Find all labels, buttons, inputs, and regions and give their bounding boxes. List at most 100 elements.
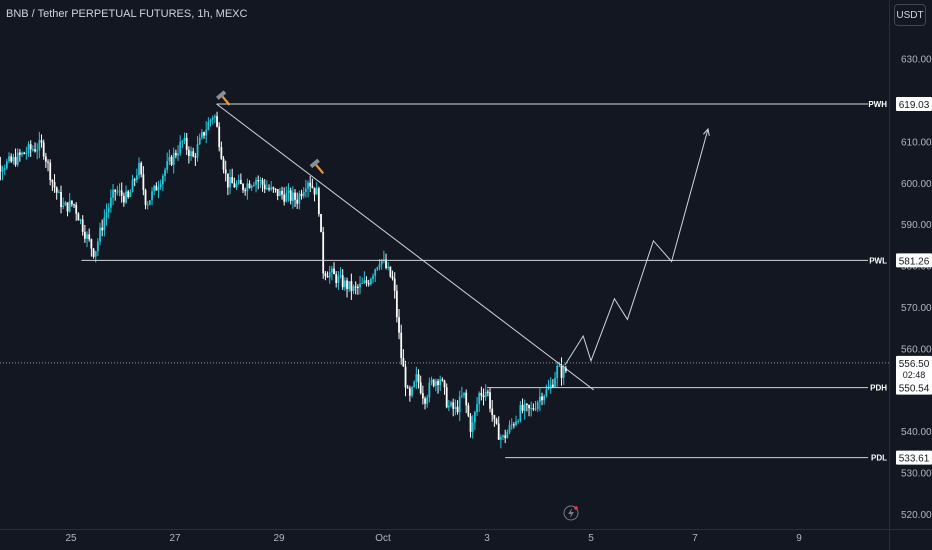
candle-body [229, 177, 231, 188]
candle-body [369, 278, 372, 285]
candle-body [220, 147, 223, 159]
candle-body [361, 282, 364, 284]
candle-body [456, 406, 459, 413]
candle-body [534, 408, 537, 410]
candle-body [291, 192, 294, 201]
hammer-icon[interactable] [309, 158, 327, 177]
candle-body [49, 162, 52, 181]
candle-body [174, 152, 177, 156]
hammer-icon[interactable] [216, 90, 233, 108]
candle-body [493, 415, 496, 420]
candle-body [480, 393, 483, 396]
candle-body [144, 190, 147, 205]
candle-body [504, 435, 507, 439]
candle-body [252, 184, 255, 186]
candle-body [185, 138, 188, 150]
candle-body [499, 437, 502, 440]
currency-button[interactable]: USDT [894, 4, 926, 26]
candle-body [346, 280, 348, 290]
candle-body [172, 152, 175, 165]
candle-body [333, 268, 335, 275]
candle-body [528, 404, 530, 409]
x-tick-label: 5 [588, 533, 594, 544]
candle-body [302, 191, 305, 197]
candle-body [460, 395, 463, 397]
candle-body [426, 397, 429, 404]
candle-body [38, 140, 41, 151]
candle-body [250, 185, 253, 188]
candle-body [413, 381, 416, 388]
level-name-pdh: PDH [870, 384, 887, 393]
candle-body [40, 140, 43, 143]
candle-body [467, 405, 470, 416]
candle-body [131, 179, 134, 193]
candle-body [138, 162, 140, 176]
candle-body [450, 402, 452, 406]
candle-body [88, 234, 91, 240]
candle-body [408, 388, 411, 396]
x-tick-label: 29 [273, 533, 285, 544]
candle-body [155, 185, 158, 191]
candle-body [148, 200, 151, 205]
candle-body [482, 395, 485, 397]
candle-body [29, 144, 32, 150]
candle-body [42, 142, 45, 157]
candle-body [255, 180, 257, 185]
candle-body [157, 187, 160, 191]
candle-body [404, 366, 407, 388]
candle-body [330, 268, 333, 273]
trendline[interactable] [216, 103, 594, 391]
candle-body [237, 179, 240, 184]
candle-body [419, 382, 422, 394]
candle-body [259, 180, 262, 182]
candle-body [432, 379, 435, 386]
candle-body [378, 264, 381, 268]
candle-body [73, 204, 75, 206]
candle-body [166, 161, 169, 170]
candle-body [515, 421, 517, 426]
x-tick-label: Oct [375, 533, 391, 544]
candle-body [183, 138, 186, 141]
candle-body [320, 214, 322, 233]
candle-body [142, 174, 145, 191]
candle-body [465, 392, 468, 406]
candle-body [53, 182, 56, 188]
candle-body [272, 187, 275, 189]
candle-body [213, 116, 216, 118]
candle-body [122, 195, 125, 203]
candle-body [168, 156, 171, 162]
x-tick-label: 27 [169, 533, 181, 544]
candle-body [70, 200, 73, 205]
candle-body [471, 422, 474, 432]
candle-body [83, 231, 86, 239]
candle-body [478, 393, 481, 405]
candle-body [94, 251, 97, 257]
candle-body [343, 280, 346, 288]
candle-body [268, 188, 270, 190]
candle-body [289, 190, 292, 201]
candle-body [233, 183, 236, 188]
candle-body [389, 266, 392, 277]
candle-body [400, 332, 403, 359]
candle-body [285, 193, 288, 202]
candle-body [315, 188, 318, 195]
projection-path[interactable] [564, 128, 709, 366]
candle-body [441, 379, 444, 381]
candle-body [127, 191, 130, 198]
candle-body [350, 281, 353, 291]
candle-body [538, 396, 541, 403]
candle-body [551, 384, 554, 387]
candle-body [506, 432, 509, 439]
candle-body [387, 266, 390, 269]
candle-body [103, 217, 106, 231]
lightning-icon[interactable] [563, 505, 579, 521]
candle-body [90, 239, 93, 249]
y-tick-label: 600.00 [901, 179, 932, 190]
level-price-label: 581.26 [899, 256, 930, 267]
candle-body [556, 365, 559, 379]
candle-body [62, 205, 65, 208]
candle-body [276, 189, 279, 197]
candle-body [554, 378, 556, 387]
candle-body [125, 191, 127, 203]
